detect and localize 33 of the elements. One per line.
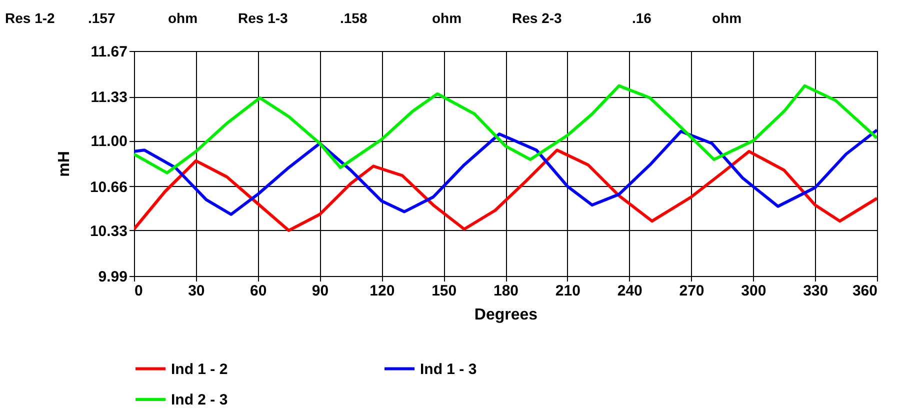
x-tick-label: 150 xyxy=(432,282,457,300)
x-tick-label: 30 xyxy=(188,282,205,300)
x-tick-label: 270 xyxy=(679,282,704,300)
x-tick-label: 360 xyxy=(852,282,878,300)
text: Res 1-2 xyxy=(5,10,55,26)
legend-label: Ind 2 - 3 xyxy=(171,392,228,408)
x-tick-label: 60 xyxy=(250,282,267,300)
text: .16 xyxy=(632,10,652,26)
text: ohm xyxy=(168,10,198,26)
x-tick-label: 240 xyxy=(617,282,642,300)
x-tick-label: 300 xyxy=(741,282,766,300)
text: .157 xyxy=(88,10,116,26)
y-tick-label: 9.99 xyxy=(98,268,128,286)
y-tick-label: 11.00 xyxy=(90,133,128,150)
legend-label: Ind 1 - 2 xyxy=(171,360,228,378)
y-tick-label: 11.33 xyxy=(90,89,128,106)
y-tick-label: 10.33 xyxy=(90,222,128,240)
y-tick-label: 10.66 xyxy=(90,178,128,196)
y-tick-label: 11.67 xyxy=(90,44,128,60)
text: Res 2-3 xyxy=(512,10,562,26)
y-axis-title: mH xyxy=(56,151,73,177)
legend-label: Ind 1 - 3 xyxy=(420,360,477,378)
text: .158 xyxy=(340,10,368,26)
x-tick-label: 0 xyxy=(134,282,143,300)
x-tick-label: 90 xyxy=(312,282,329,300)
x-tick-label: 330 xyxy=(803,282,828,300)
x-tick-label: 210 xyxy=(555,282,580,300)
text: ohm xyxy=(432,10,462,26)
text: Res 1-3 xyxy=(238,10,288,26)
x-tick-label: 120 xyxy=(370,282,395,300)
x-axis-title: Degrees xyxy=(474,306,538,324)
text: ohm xyxy=(712,10,742,26)
x-tick-label: 180 xyxy=(493,282,519,300)
